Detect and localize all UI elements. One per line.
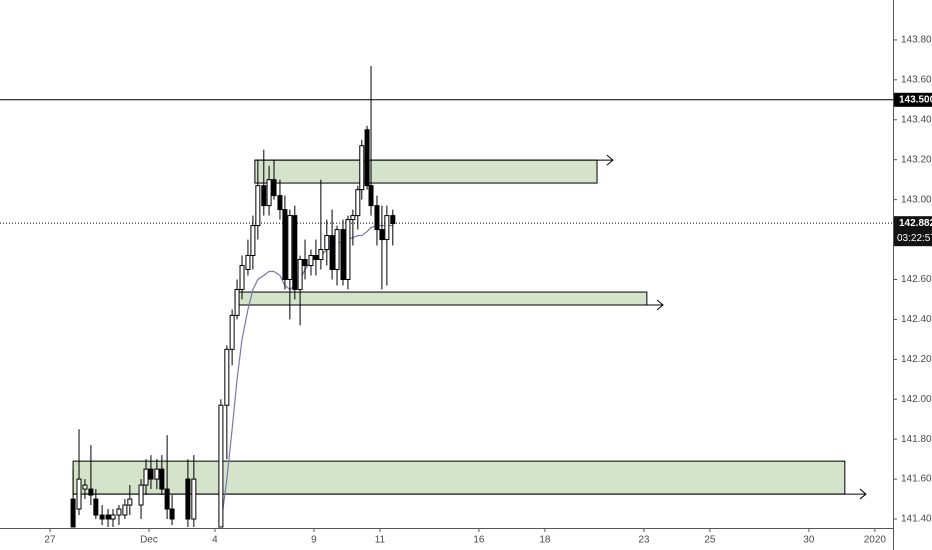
candle-body [154,468,160,480]
candle-body [234,288,240,316]
y-tick-label: 142.600 [901,274,932,285]
x-tick-label: 4 [212,535,218,546]
candle-body [218,404,224,528]
candle-body [185,478,191,520]
candle-body [122,504,128,516]
candle-body [334,229,340,270]
candle-body [88,488,94,496]
candle-body [116,508,122,516]
x-tick-label: 16 [473,535,485,546]
hline-label: 143.500 [899,94,932,105]
candle-body [345,219,351,280]
candle-body [302,259,308,266]
candle-body [355,189,361,217]
last-price-label: 142.882 [899,218,932,229]
candle-body [297,259,303,290]
candle-body [277,195,283,211]
hline-label-bg [894,92,932,107]
candle-body [93,498,99,516]
y-tick-label: 142.000 [901,394,932,405]
candle-body [313,255,319,261]
candle-body [229,314,235,350]
candle-body [266,179,272,207]
candle-body [384,215,390,241]
candle-body [76,478,82,510]
candle-body [239,264,245,290]
candle-body [70,498,76,528]
candle-body [340,229,346,280]
y-tick-label: 142.400 [901,314,932,325]
candle-body [245,255,251,270]
x-tick-label: 11 [375,535,386,546]
candle-body [82,484,88,490]
x-tick-label: Dec [140,535,158,546]
y-tick-label: 141.800 [901,434,932,445]
candle-body [287,215,293,280]
candle-body [138,484,144,506]
zone [234,291,648,306]
candle-body [261,185,267,207]
last-price-label-bg [894,216,932,247]
y-tick-label: 142.200 [901,354,932,365]
candle-body [390,215,396,225]
candle-body [324,235,330,251]
candle-body [271,179,277,197]
time-axis-bg [0,528,893,550]
candle-body [191,478,197,520]
candle-body [250,225,256,257]
candle-body [292,215,298,290]
candle-body [105,514,111,520]
x-tick-label: 27 [44,535,56,546]
y-tick-label: 143.000 [901,194,932,205]
x-tick-label: 23 [638,535,650,546]
x-tick-label: 30 [803,535,815,546]
candle-body [169,508,175,520]
candle-body [308,255,314,266]
candle-body [255,185,261,227]
zone [254,159,598,184]
candle-body [99,514,105,520]
x-tick-label: 9 [311,535,317,546]
candle-body [359,145,365,191]
y-tick-label: 143.600 [901,74,932,85]
countdown-label: 03:22:57 [897,233,932,244]
candle-body [374,205,380,231]
x-tick-label: 18 [539,535,551,546]
y-tick-label: 143.200 [901,154,932,165]
y-tick-label: 143.800 [901,35,932,46]
y-tick-label: 141.600 [901,474,932,485]
arrow-head [606,154,614,166]
candle-body [159,468,165,490]
y-tick-label: 143.400 [901,114,932,125]
candle-body [368,185,374,207]
candle-body [164,488,170,510]
price-axis-bg [893,0,932,550]
candle-body [364,129,370,187]
candle-body [329,235,335,270]
arrow-head [859,488,867,500]
candle-body [110,514,116,520]
candle-body [224,348,230,406]
candle-body [379,229,385,241]
candle-body [350,215,356,221]
x-tick-label: 25 [704,535,716,546]
y-tick-label: 141.400 [901,514,932,525]
moving-average [220,224,393,526]
candle-body [318,249,324,261]
candle-body [127,498,133,506]
candle-body [143,468,149,486]
candle-body [148,468,154,480]
x-tick-label: 2020 [864,535,887,546]
arrow-head [656,299,664,311]
candle-body [282,209,288,280]
